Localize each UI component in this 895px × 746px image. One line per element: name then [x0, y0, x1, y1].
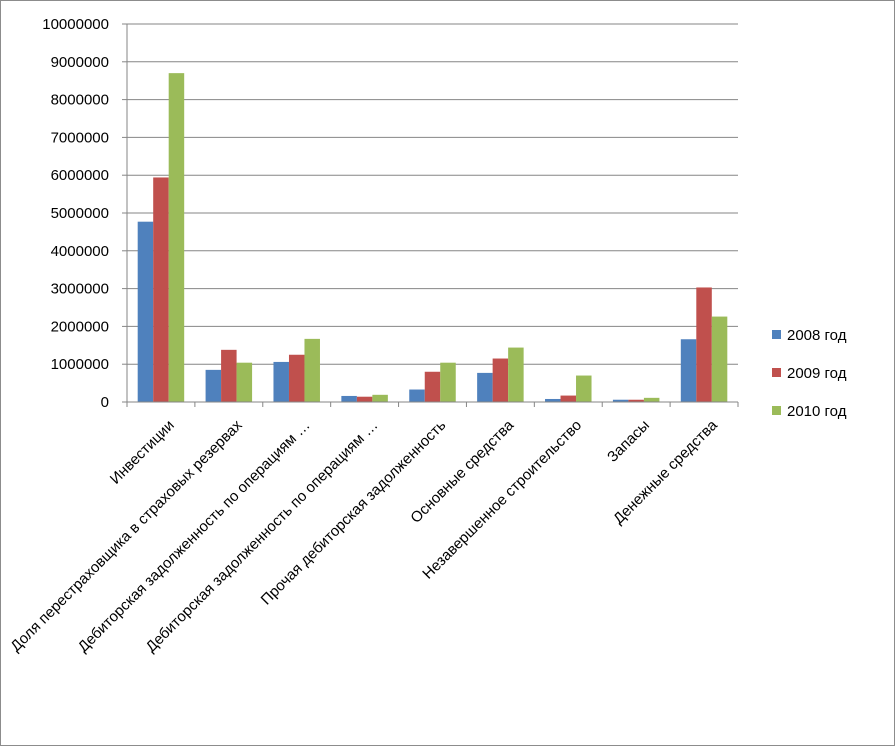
bar [711, 316, 728, 402]
bar [168, 73, 185, 402]
axes: 0 1000000 2000000 3000000 4000000 5000000 6000… [7, 16, 739, 656]
legend-label: 2008 год [787, 327, 847, 344]
bar [236, 362, 253, 402]
bar [273, 361, 289, 402]
y-tick-label: 8000000 [51, 92, 109, 109]
x-category-label: Доля перестраховщика в страховых резерва… [7, 416, 246, 655]
y-tick-label: 10000000 [42, 16, 109, 33]
bar [680, 339, 697, 402]
bar [492, 358, 509, 402]
bar [341, 395, 357, 402]
bar [304, 338, 320, 402]
bar [696, 287, 712, 402]
bar [576, 375, 592, 402]
y-tick-label: 6000000 [51, 167, 109, 184]
bar [440, 362, 456, 402]
legend-swatch [772, 330, 781, 339]
bar [205, 369, 222, 402]
bar [221, 349, 237, 402]
legend: 2008 год 2009 год 2010 год [772, 327, 847, 420]
bar [372, 394, 388, 402]
legend-label: 2009 год [787, 365, 847, 382]
bar [628, 399, 644, 402]
y-tick-label: 7000000 [51, 129, 109, 146]
x-category-label: Инвестиции [107, 417, 178, 488]
bars [137, 73, 728, 402]
x-category-label: Дебиторская задолженность по операциям … [143, 417, 382, 656]
bar [356, 396, 373, 402]
x-category-label: Запасы [604, 417, 653, 466]
y-tick-label: 9000000 [51, 54, 109, 71]
bar [477, 372, 493, 402]
y-tick-label: 0 [101, 394, 109, 411]
bar [424, 371, 441, 402]
y-tick-label: 3000000 [51, 281, 109, 298]
bar [643, 397, 660, 402]
x-category-label: Дебиторская задолженность по операциям … [75, 417, 314, 656]
bar [288, 354, 305, 402]
y-tick-label: 1000000 [51, 356, 109, 373]
legend-label: 2010 год [787, 403, 847, 420]
legend-swatch [772, 406, 781, 415]
bar [137, 221, 154, 402]
bar [409, 389, 425, 402]
bar [153, 177, 169, 402]
y-tick-label: 2000000 [51, 318, 109, 335]
y-tick-label: 5000000 [51, 205, 109, 222]
y-tick-label: 4000000 [51, 243, 109, 260]
bar [508, 347, 524, 402]
bar [560, 395, 577, 402]
bar [612, 399, 629, 402]
legend-swatch [772, 368, 781, 377]
bar [545, 398, 561, 402]
gridlines [127, 23, 738, 365]
